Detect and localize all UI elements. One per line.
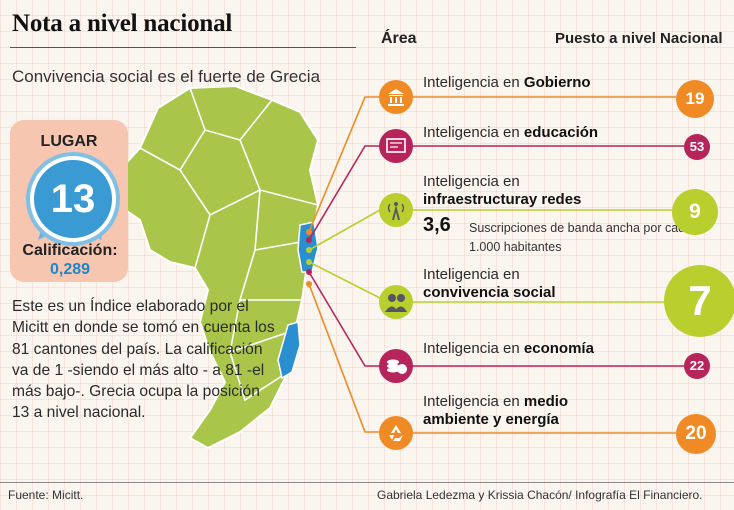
row-area-continued: ambiente y energía — [423, 411, 559, 428]
connector-lines — [308, 96, 381, 433]
row-area: Gobierno — [523, 74, 591, 91]
column-header-area: Área — [381, 30, 417, 47]
coins-icon — [379, 349, 413, 383]
column-header-rank: Puesto a nivel Nacional — [555, 30, 723, 47]
title-divider — [10, 47, 356, 48]
score-label: Calificación: — [22, 242, 118, 259]
description-text: Este es un Índice elaborado por el Micit… — [12, 298, 275, 422]
government-building-icon — [379, 80, 413, 114]
row-prefix: Inteligencia en — [423, 266, 520, 283]
credit-note: Gabriela Ledezma y Krissia Chacón/ Infog… — [377, 488, 703, 502]
row-area: economía — [523, 340, 594, 357]
rank-economia: 22 — [684, 353, 710, 379]
row-gobierno-label: Inteligencia en Gobierno — [423, 74, 591, 92]
recycle-icon — [379, 416, 413, 450]
rank-educacion: 53 — [684, 134, 710, 160]
subtitle: Convivencia social es el fuerte de Greci… — [12, 67, 321, 86]
broadband-description: Suscripciones de banda ancha por cada 1.… — [469, 221, 693, 254]
rank-infraestructura: 9 — [672, 189, 718, 235]
row-educacion-label: Inteligencia en educación — [423, 124, 598, 142]
map-grecia-south — [277, 321, 301, 380]
source-note: Fuente: Micitt. — [8, 488, 84, 502]
antenna-tower-icon — [379, 193, 413, 227]
row-convivencia-label: Inteligencia en convivencia social — [423, 266, 556, 302]
row-area: educación — [523, 124, 599, 141]
row-prefix: Inteligencia en — [423, 74, 524, 91]
map-canton-lines — [139, 87, 319, 402]
row-prefix: Inteligencia en — [423, 124, 524, 141]
rank-connectors — [412, 96, 684, 434]
row-ambiente-label: Inteligencia en medio ambiente y energía — [423, 393, 568, 429]
row-area: medio — [523, 393, 569, 410]
row-area: convivencia social — [423, 284, 556, 301]
row-prefix: Inteligencia en — [423, 340, 524, 357]
row-prefix: Inteligencia en — [423, 393, 524, 410]
rank-convivencia: 7 — [664, 265, 734, 337]
rank-gobierno: 19 — [676, 80, 714, 118]
costa-rica-map — [116, 84, 320, 450]
medal-position: 13 — [30, 156, 116, 242]
connector-dots — [306, 229, 312, 287]
map-land — [116, 84, 320, 450]
people-icon — [379, 285, 413, 319]
page-title: Nota a nivel nacional — [12, 10, 233, 37]
row-infraestructura-label: Inteligencia en infraestructuray redes — [423, 173, 581, 209]
diploma-icon — [379, 129, 413, 163]
badge-label: LUGAR — [40, 133, 98, 150]
score-value: 0,289 — [49, 261, 91, 278]
footer-divider — [0, 482, 734, 483]
row-prefix: Inteligencia en — [423, 173, 520, 190]
rank-ambiente: 20 — [676, 414, 716, 454]
row-area: infraestructuray redes — [423, 191, 582, 208]
broadband-value: 3,6 — [423, 214, 451, 236]
row-economia-label: Inteligencia en economía — [423, 340, 594, 358]
